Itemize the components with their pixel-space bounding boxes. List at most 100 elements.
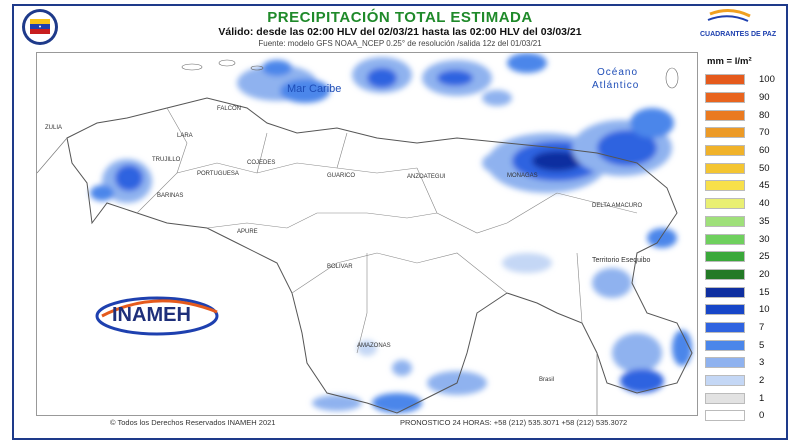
ocean-label-2: Atlántico bbox=[592, 80, 640, 91]
legend-label: 50 bbox=[759, 162, 770, 174]
state-label-amazonas: AMAZONAS bbox=[357, 343, 391, 349]
precipitation-fields bbox=[90, 53, 692, 413]
copyright-text: © Todos los Derechos Reservados INAMEH 2… bbox=[110, 418, 276, 427]
venezuela-outline bbox=[66, 97, 693, 414]
legend-label: 45 bbox=[759, 180, 770, 192]
legend-item: 100 bbox=[705, 71, 783, 89]
legend-item: 0 bbox=[705, 407, 783, 425]
legend-label: 0 bbox=[759, 410, 765, 422]
legend-swatch bbox=[705, 233, 745, 245]
legend-swatch bbox=[705, 268, 745, 280]
legend-swatch bbox=[705, 92, 745, 104]
legend-label: 5 bbox=[759, 339, 765, 351]
precipitation-map: Mar Caribe Océano Atlántico Territorio E… bbox=[36, 52, 698, 416]
legend-item: 1 bbox=[705, 389, 783, 407]
state-label-cojedes: COJEDES bbox=[247, 160, 276, 166]
legend-swatch bbox=[705, 251, 745, 263]
legend-label: 20 bbox=[759, 268, 770, 280]
right-logo-text: CUADRANTES DE PAZ bbox=[700, 31, 777, 38]
state-label-falcon: FALCON bbox=[217, 106, 242, 112]
legend-label: 70 bbox=[759, 127, 770, 139]
legend-label: 60 bbox=[759, 145, 770, 157]
legend-label: 30 bbox=[759, 233, 770, 245]
legend-item: 30 bbox=[705, 230, 783, 248]
state-label-bolivar: BOLIVAR bbox=[327, 264, 353, 270]
map-svg bbox=[37, 53, 693, 415]
legend-item: 5 bbox=[705, 336, 783, 354]
legend-label: 25 bbox=[759, 251, 770, 263]
legend-swatch bbox=[705, 162, 745, 174]
legend-swatch bbox=[705, 180, 745, 192]
legend-item: 7 bbox=[705, 319, 783, 337]
legend-item: 35 bbox=[705, 213, 783, 231]
header: PRECIPITACIÓN TOTAL ESTIMADA Válido: des… bbox=[0, 0, 800, 50]
state-label-lara: LARA bbox=[177, 133, 193, 139]
legend-item: 25 bbox=[705, 248, 783, 266]
legend-item: 70 bbox=[705, 124, 783, 142]
legend-swatch bbox=[705, 410, 745, 422]
legend-item: 60 bbox=[705, 142, 783, 160]
legend-swatch bbox=[705, 198, 745, 210]
legend-label: 100 bbox=[759, 74, 775, 86]
legend-label: 35 bbox=[759, 215, 770, 227]
inameh-logo: INAMEH bbox=[92, 294, 232, 338]
legend-item: 20 bbox=[705, 266, 783, 284]
state-label-monagas: MONAGAS bbox=[507, 173, 538, 179]
legend-item: 80 bbox=[705, 106, 783, 124]
legend-swatch bbox=[705, 375, 745, 387]
inameh-logo-icon bbox=[95, 296, 219, 336]
legend-item: 45 bbox=[705, 177, 783, 195]
legend: mm = l/m² 100 90 80 70 60 50 45 40 35 30 25 20 15 10 7… bbox=[705, 56, 783, 425]
ocean-label-1: Océano bbox=[597, 67, 639, 78]
brasil-label: Brasil bbox=[539, 377, 555, 383]
legend-item: 3 bbox=[705, 354, 783, 372]
state-label-barinas: BARINAS bbox=[157, 193, 184, 199]
legend-swatch bbox=[705, 286, 745, 298]
west-border bbox=[37, 137, 68, 174]
legend-swatch bbox=[705, 215, 745, 227]
state-label-delta-amacuro: DELTA AMACURO bbox=[592, 203, 643, 209]
inameh-logo-text: INAMEH bbox=[112, 304, 191, 326]
legend-swatch bbox=[705, 339, 745, 351]
legend-label: 40 bbox=[759, 198, 770, 210]
legend-title: mm = l/m² bbox=[707, 56, 752, 67]
legend-swatch bbox=[705, 127, 745, 139]
legend-swatch bbox=[705, 74, 745, 86]
state-label-portuguesa: PORTUGUESA bbox=[197, 171, 239, 177]
venezuela-coat-of-arms-icon bbox=[22, 9, 58, 45]
legend-label: 10 bbox=[759, 304, 770, 316]
legend-swatch bbox=[705, 304, 745, 316]
state-label-guarico: GUARICO bbox=[327, 173, 356, 179]
legend-item: 10 bbox=[705, 301, 783, 319]
state-label-anzoategui: ANZOATEGUI bbox=[407, 174, 446, 180]
state-label-trujillo: TRUJILLO bbox=[152, 157, 181, 163]
validity-subtitle: Válido: desde las 02:00 HLV del 02/03/21… bbox=[218, 26, 582, 38]
legend-label: 90 bbox=[759, 92, 770, 104]
legend-swatch bbox=[705, 357, 745, 369]
legend-swatch bbox=[705, 392, 745, 404]
legend-item: 15 bbox=[705, 283, 783, 301]
state-label-apure: APURE bbox=[237, 229, 258, 235]
territory-label: Territorio Esequibo bbox=[592, 257, 651, 264]
legend-label: 80 bbox=[759, 109, 770, 121]
legend-label: 15 bbox=[759, 286, 770, 298]
legend-label: 7 bbox=[759, 321, 765, 333]
legend-item: 90 bbox=[705, 89, 783, 107]
model-source: Fuente: modelo GFS NOAA_NCEP 0.25° de re… bbox=[258, 39, 542, 48]
legend-item: 40 bbox=[705, 195, 783, 213]
legend-label: 2 bbox=[759, 375, 765, 387]
state-label-zulia: ZULIA bbox=[45, 125, 63, 131]
legend-item: 50 bbox=[705, 159, 783, 177]
map-title: PRECIPITACIÓN TOTAL ESTIMADA bbox=[267, 9, 533, 26]
legend-label: 1 bbox=[759, 392, 765, 404]
cuadrantes-de-paz-logo-icon bbox=[707, 9, 751, 22]
sea-label: Mar Caribe bbox=[287, 83, 342, 95]
state-boundaries bbox=[136, 107, 638, 354]
legend-label: 3 bbox=[759, 357, 765, 369]
islands bbox=[181, 59, 679, 89]
legend-swatch bbox=[705, 109, 745, 121]
legend-swatch bbox=[705, 321, 745, 333]
legend-item: 2 bbox=[705, 372, 783, 390]
legend-rows: 100 90 80 70 60 50 45 40 35 30 25 20 15 10 7 5 3 2 1 0 bbox=[705, 71, 783, 425]
forecast-phone-text: PRONOSTICO 24 HORAS: +58 (212) 535.3071 … bbox=[400, 418, 628, 427]
